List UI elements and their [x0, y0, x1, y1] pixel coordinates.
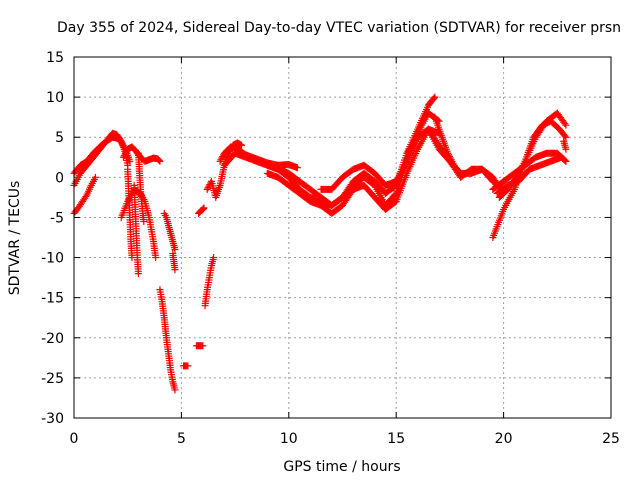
data-series [192, 342, 207, 350]
data-point [200, 204, 208, 212]
data-series [431, 113, 460, 173]
data-point [219, 152, 227, 160]
data-point [445, 151, 453, 159]
data-point [561, 156, 569, 164]
data-marks [70, 93, 570, 394]
data-point [218, 154, 226, 162]
data-point [120, 152, 128, 160]
data-point [216, 157, 224, 165]
data-series [201, 254, 218, 310]
data-point [152, 254, 160, 262]
data-series [124, 165, 136, 262]
data-point [562, 133, 570, 141]
data-point [238, 141, 246, 149]
y-axis-ticks: 15 10 5 0 -5 -10 -15 -20 -25 -30 [41, 50, 611, 427]
x-tick-label: 0 [70, 431, 79, 447]
data-point [199, 342, 207, 350]
y-tick-label: 0 [55, 170, 64, 186]
data-point [155, 156, 163, 164]
data-point [431, 93, 439, 101]
data-point [121, 150, 129, 158]
data-point [82, 193, 90, 201]
y-axis-label: SDTVAR / TECUs [7, 181, 23, 296]
data-point [293, 164, 301, 172]
data-point [562, 145, 570, 153]
x-tick-label: 25 [602, 431, 620, 447]
data-point [561, 132, 569, 140]
y-tick-label: -20 [41, 331, 64, 347]
data-point [452, 165, 460, 173]
data-series [263, 125, 443, 217]
data-series [317, 133, 422, 193]
x-tick-label: 15 [387, 431, 405, 447]
x-tick-label: 5 [177, 431, 186, 447]
plot-border [73, 56, 612, 419]
data-point [122, 148, 130, 156]
data-point [154, 156, 162, 164]
y-tick-label: -5 [50, 210, 64, 226]
data-point [561, 120, 569, 128]
data-point [91, 173, 99, 181]
grid [74, 57, 611, 418]
data-point [430, 94, 438, 102]
data-series [180, 362, 192, 370]
data-point [562, 157, 570, 165]
y-tick-label: 10 [46, 90, 64, 106]
y-tick-label: -10 [41, 251, 64, 267]
data-point [184, 362, 192, 370]
x-axis-label: GPS time / hours [283, 459, 400, 475]
data-series [493, 153, 570, 197]
data-series [119, 143, 164, 165]
data-point [156, 157, 164, 165]
data-series [560, 137, 570, 153]
data-point [203, 185, 211, 193]
y-tick-label: -15 [41, 291, 64, 307]
data-point [134, 270, 142, 278]
data-point [171, 266, 179, 274]
data-series [70, 133, 134, 177]
data-point [445, 152, 453, 160]
data-series [195, 204, 208, 217]
data-point [119, 153, 127, 161]
data-series [156, 286, 179, 394]
data-point [447, 156, 455, 164]
data-point [210, 254, 218, 262]
data-point [126, 157, 134, 165]
data-series [160, 209, 179, 254]
data-point [217, 156, 225, 164]
data-series [117, 185, 160, 262]
x-tick-label: 10 [280, 431, 298, 447]
data-point [562, 121, 570, 129]
y-tick-label: -25 [41, 371, 64, 387]
data-series [169, 250, 179, 274]
chart-title: Day 355 of 2024, Sidereal Day-to-day VTE… [57, 20, 621, 36]
y-tick-label: -30 [41, 411, 64, 427]
y-tick-label: 5 [55, 130, 64, 146]
data-point [140, 217, 148, 225]
data-point [171, 386, 179, 394]
y-tick-label: 15 [46, 50, 64, 66]
data-series [130, 181, 142, 278]
data-point [444, 149, 452, 157]
data-series [203, 139, 246, 201]
data-point [171, 246, 179, 254]
data-point [446, 154, 454, 162]
x-tick-label: 20 [495, 431, 513, 447]
